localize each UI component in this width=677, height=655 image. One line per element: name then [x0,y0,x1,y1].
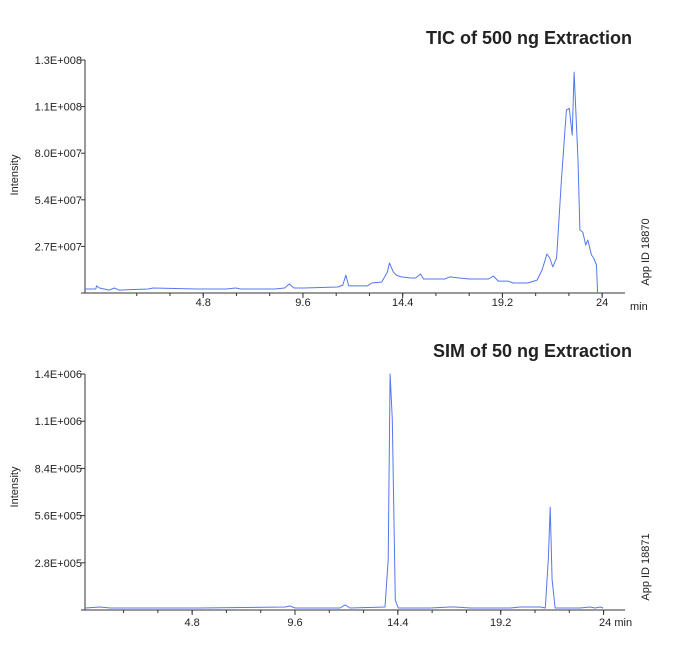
x-tick-label: 24 min [599,617,632,629]
y-axis-label: Intensity [9,466,21,507]
tic-chart: TIC of 500 ng Extraction Intensity App I… [9,28,652,313]
x-unit-label: min [630,301,648,313]
y-tick-label: 1.3E+008 [35,55,82,67]
x-tick-label: 4.8 [196,297,211,309]
y-tick-label: 2.7E+007 [35,241,82,253]
y-axis-label: Intensity [9,154,21,195]
x-tick-label: 19.2 [492,297,513,309]
y-tick-label: 5.6E+005 [35,511,82,523]
x-tick-label: 14.4 [387,617,408,629]
chart-title: SIM of 50 ng Extraction [433,341,632,361]
y-tick-label: 1.1E+008 [35,102,82,114]
y-tick-label: 2.8E+005 [35,558,82,570]
y-tick-label: 1.4E+006 [35,369,82,381]
y-tick-label: 8.4E+005 [35,463,82,475]
app-id-label: App ID 18871 [640,533,652,600]
x-tick-label: 9.6 [287,617,302,629]
y-tick-label: 8.0E+007 [35,148,82,160]
x-tick-label: 14.4 [392,297,413,309]
x-tick-label: 9.6 [295,297,310,309]
x-tick-label: 19.2 [490,617,511,629]
app-id-label: App ID 18870 [640,218,652,285]
chart-title: TIC of 500 ng Extraction [426,28,632,48]
series-line-sim [84,373,604,609]
series-line-tic [85,71,599,294]
sim-chart: SIM of 50 ng Extraction Intensity App ID… [9,341,652,629]
x-tick-label: 4.8 [184,617,199,629]
y-tick-label: 5.4E+007 [35,195,82,207]
x-tick-label: 24 [596,297,608,309]
y-tick-label: 1.1E+006 [35,416,82,428]
